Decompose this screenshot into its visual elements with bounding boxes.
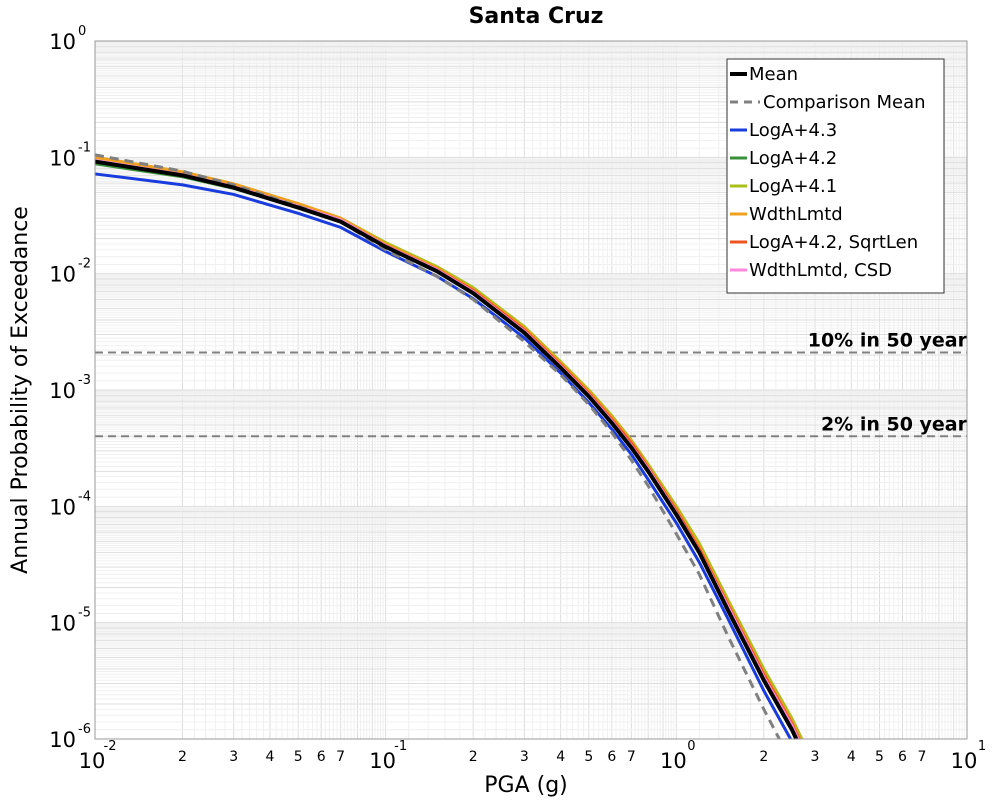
y-tick-exponent: -1 [78, 140, 91, 155]
y-tick-label: 10 [49, 379, 76, 403]
y-tick-label: 10 [49, 495, 76, 519]
y-tick-label: 10 [49, 728, 76, 752]
x-axis-label: PGA (g) [484, 773, 568, 798]
x-minor-tick-label: 2 [759, 749, 768, 765]
legend-box [726, 58, 945, 294]
series-line-comparison-mean [94, 153, 781, 740]
y-tick-exponent: -2 [78, 257, 91, 272]
x-minor-tick-label: 6 [317, 749, 326, 765]
x-minor-tick-label: 4 [266, 749, 275, 765]
x-tick-label: 10 [79, 749, 106, 773]
y-tick-exponent: -5 [78, 606, 91, 621]
series-group [94, 153, 804, 740]
y-tick-label: 10 [49, 146, 76, 170]
y-tick-label: 10 [49, 30, 76, 54]
y-tick-exponent: 0 [78, 24, 86, 39]
x-minor-tick-label: 3 [520, 749, 529, 765]
x-minor-tick-label: 7 [627, 749, 636, 765]
x-minor-tick-label: 7 [918, 749, 927, 765]
reference-line-label: 10% in 50 year [808, 330, 968, 352]
chart-title: Santa Cruz [469, 4, 604, 29]
x-minor-tick-label: 2 [178, 749, 187, 765]
legend-label: WdthLmtd [749, 204, 843, 225]
plot-frame [94, 40, 968, 740]
series-line-loga-4-3 [94, 172, 792, 740]
y-tick-exponent: -4 [78, 489, 91, 504]
x-tick-exponent: 0 [687, 739, 695, 754]
x-minor-tick-label: 5 [875, 749, 884, 765]
reference-lines: 10% in 50 year 2% in 50 year [95, 330, 968, 438]
x-tick-label: 10 [660, 749, 687, 773]
x-minor-tick-label: 6 [607, 749, 616, 765]
legend-label: LogA+4.1 [749, 176, 837, 197]
y-tick-label: 10 [49, 263, 76, 287]
y-tick-label: 10 [49, 612, 76, 636]
y-tick-exponent: -3 [78, 373, 91, 388]
legend-label: LogA+4.3 [749, 120, 837, 141]
y-tick-exponent: -6 [78, 722, 91, 737]
x-minor-tick-label: 2 [469, 749, 478, 765]
x-tick-label: 10 [369, 749, 396, 773]
y-axis-label: Annual Probability of Exceedance [8, 206, 33, 574]
x-minor-tick-label: 5 [294, 749, 303, 765]
x-minor-tick-label: 3 [229, 749, 238, 765]
x-minor-tick-label: 7 [336, 749, 345, 765]
x-tick-exponent: -2 [104, 739, 117, 754]
x-tick-label: 10 [951, 749, 978, 773]
x-tick-exponent: 1 [978, 739, 986, 754]
legend-label: Comparison Mean [763, 92, 926, 113]
reference-line-label: 2% in 50 year [821, 413, 968, 435]
x-minor-tick-label: 4 [556, 749, 565, 765]
x-tick-exponent: -1 [394, 739, 407, 754]
legend-label: LogA+4.2 [749, 148, 837, 169]
legend: Mean Comparison Mean LogA+4.3 LogA+4.2 LogA+… [726, 58, 945, 294]
legend-label: WdthLmtd, CSD [749, 260, 892, 281]
x-minor-tick-label: 5 [584, 749, 593, 765]
x-minor-tick-label: 3 [811, 749, 820, 765]
x-minor-tick-label: 4 [847, 749, 856, 765]
series-line-mean [94, 159, 799, 740]
legend-label: LogA+4.2, SqrtLen [749, 232, 918, 253]
x-minor-tick-label: 6 [898, 749, 907, 765]
legend-label: Mean [749, 64, 798, 85]
